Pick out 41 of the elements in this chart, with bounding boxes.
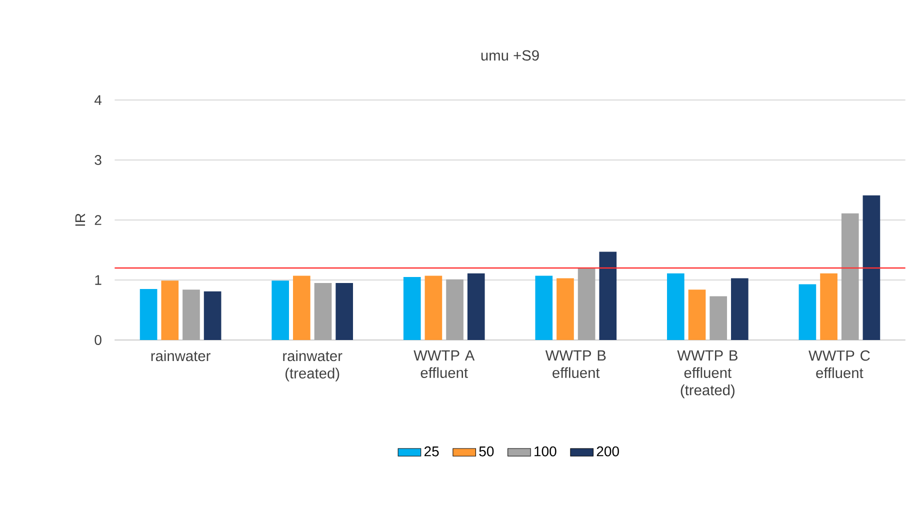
bar [182,290,200,340]
x-tick-label: WWTP B effluent (treated) [677,350,738,398]
bar [731,278,748,340]
bar [336,283,354,340]
bar [556,278,574,340]
bar [272,280,290,340]
bar [403,277,421,340]
x-tick-label: rainwater [151,350,210,362]
bar [204,292,222,340]
bar [667,274,684,340]
y-axis-title: IR [75,214,86,226]
legend-label: 100 [534,446,556,456]
y-tick-label: 0 [94,335,102,346]
legend-label: 50 [479,446,494,456]
bar [293,276,310,340]
bar [862,196,880,340]
chart-title: umu +S9 [481,50,539,61]
bar [841,214,859,340]
bar [446,280,464,340]
bar [578,268,596,340]
bar [688,290,706,340]
bar [710,296,728,340]
bar [599,252,617,340]
bar [314,283,332,340]
x-tick-label: WWTP A effluent [414,350,475,378]
bar [798,284,816,340]
y-tick-label: 2 [94,215,102,226]
bar [161,280,179,340]
bar [820,274,838,340]
bar [535,276,553,340]
bar [140,289,158,340]
legend-label: 25 [424,446,439,456]
x-tick-label: rainwater (treated) [283,350,342,382]
x-tick-label: WWTP C effluent [808,350,870,378]
y-tick-label: 1 [95,275,102,285]
bar [467,274,485,340]
legend-label: 200 [596,446,619,456]
x-tick-label: WWTP B effluent [545,350,606,378]
y-tick-label: 4 [94,95,102,105]
bar [424,276,442,340]
y-tick-label: 3 [94,155,102,166]
